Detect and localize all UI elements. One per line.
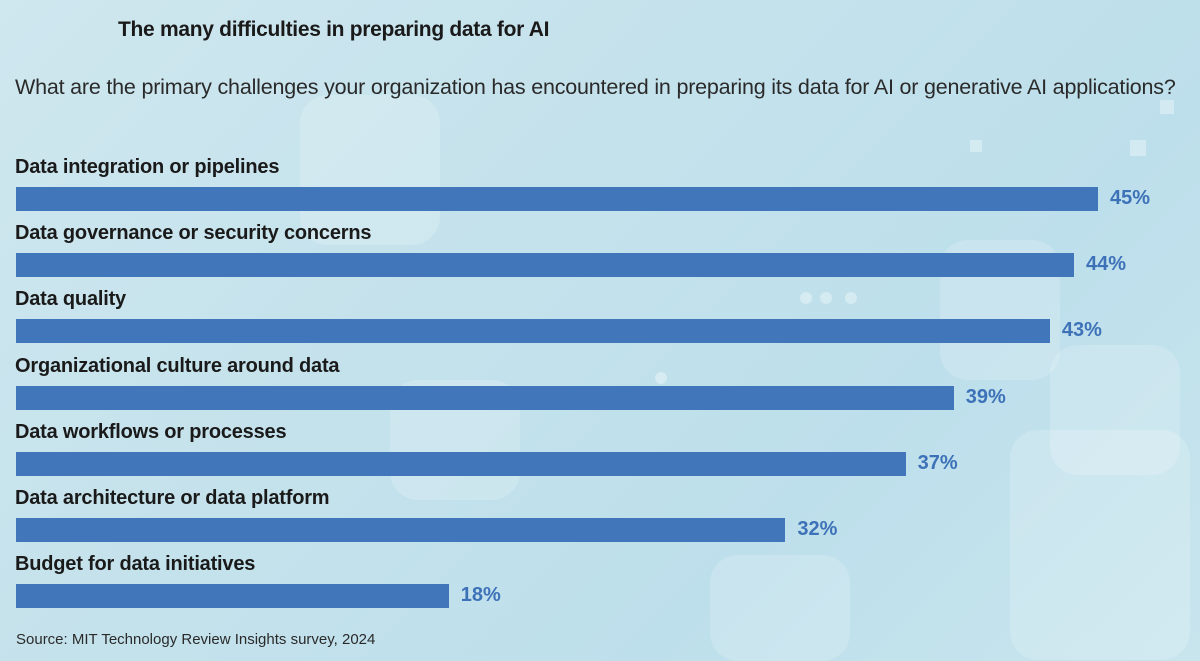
category-label: Data workflows or processes: [15, 420, 287, 443]
bar: [16, 518, 786, 542]
category-label: Data architecture or data platform: [15, 487, 330, 509]
value-label: 43%: [1061, 319, 1102, 342]
bar: [16, 253, 1074, 278]
category-label: Data integration or pipelines: [15, 156, 280, 178]
bar: [16, 385, 954, 410]
bar: [16, 319, 1050, 344]
bar: [16, 584, 449, 609]
value-label: 32%: [797, 518, 838, 540]
value-label: 37%: [917, 451, 958, 474]
value-label: 44%: [1085, 253, 1126, 276]
category-label: Data governance or security concerns: [15, 222, 372, 245]
chart-title: The many difficulties in preparing data …: [118, 18, 550, 41]
value-label: 45%: [1110, 187, 1151, 209]
category-label: Data quality: [15, 288, 126, 311]
category-label: Organizational culture around data: [15, 354, 340, 377]
category-label: Budget for data initiatives: [15, 553, 256, 576]
value-label: 39%: [965, 385, 1006, 408]
chart-subtitle: What are the primary challenges your org…: [15, 75, 1176, 99]
bar: [16, 451, 906, 476]
value-label: 18%: [460, 584, 501, 607]
source-note: Source: MIT Technology Review Insights s…: [16, 631, 376, 648]
bar: [16, 187, 1098, 211]
